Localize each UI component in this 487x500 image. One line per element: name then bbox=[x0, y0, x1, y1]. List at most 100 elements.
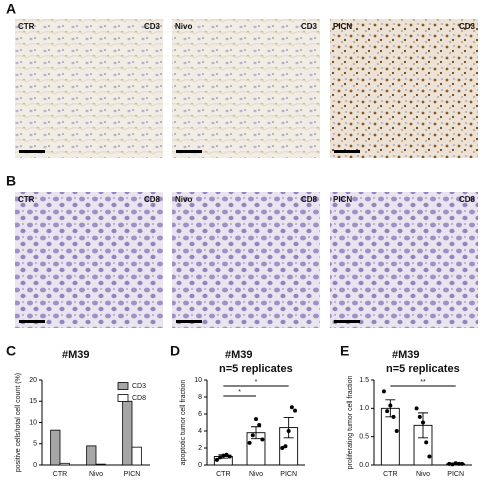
data-point bbox=[254, 417, 258, 422]
scale-bar bbox=[176, 320, 202, 323]
data-point bbox=[289, 405, 294, 410]
data-point bbox=[260, 437, 265, 442]
y-tick-label: 1.5 bbox=[359, 377, 369, 384]
error-bar bbox=[418, 412, 428, 439]
scale-bar bbox=[19, 150, 45, 153]
x-tick-label: CTR bbox=[216, 471, 230, 478]
bar bbox=[86, 445, 97, 466]
data-point bbox=[247, 440, 252, 445]
error-bar bbox=[283, 416, 294, 439]
y-tick-label: 10 bbox=[194, 377, 202, 384]
data-point bbox=[394, 429, 399, 433]
chart-title: #M39 bbox=[225, 349, 253, 361]
data-point bbox=[385, 409, 390, 414]
significance-label: * bbox=[238, 389, 241, 396]
scale-bar bbox=[334, 150, 360, 153]
data-point bbox=[447, 461, 452, 466]
y-tick-label: 10 bbox=[29, 419, 37, 426]
legend-swatch bbox=[117, 394, 129, 402]
chart-title: #M39 bbox=[392, 349, 420, 361]
stain-label: CD8 bbox=[301, 195, 318, 204]
micrograph bbox=[15, 192, 163, 328]
group-label: CTR bbox=[18, 195, 35, 204]
stain-label: CD3 bbox=[459, 22, 476, 31]
y-axis-label: proliferating tumor cell fraction bbox=[347, 376, 354, 470]
data-point bbox=[460, 461, 465, 466]
data-point bbox=[257, 423, 262, 428]
y-tick-label: 0 bbox=[33, 462, 37, 469]
significance-label: ** bbox=[420, 379, 426, 386]
y-tick-label: 0 bbox=[198, 462, 202, 469]
stain-label: CD3 bbox=[144, 22, 161, 31]
panel-label: E bbox=[340, 343, 349, 359]
scale-bar bbox=[19, 320, 45, 323]
data-point bbox=[381, 389, 386, 394]
data-point bbox=[221, 453, 226, 458]
chart-subtitle: n=5 replicates bbox=[386, 363, 460, 375]
y-tick-label: 0.0 bbox=[359, 462, 369, 469]
data-point bbox=[293, 408, 298, 413]
group-label: PICN bbox=[333, 22, 352, 31]
x-tick-label: CTR bbox=[53, 471, 67, 478]
data-point bbox=[214, 457, 219, 462]
panel-label: B bbox=[6, 173, 16, 189]
scale-bar bbox=[334, 320, 360, 323]
group-label: Nivo bbox=[175, 22, 192, 31]
micrograph bbox=[172, 19, 320, 158]
micrograph bbox=[15, 19, 163, 158]
x-tick-label: Nivo bbox=[416, 471, 430, 478]
x-tick-label: PICN bbox=[124, 471, 141, 478]
chart-subtitle: n=5 replicates bbox=[219, 363, 293, 375]
y-tick-label: 1.0 bbox=[359, 405, 369, 412]
x-tick-label: Nivo bbox=[89, 471, 103, 478]
data-point bbox=[391, 414, 396, 419]
y-tick-label: 5 bbox=[33, 441, 37, 448]
micrograph bbox=[330, 192, 478, 328]
data-point bbox=[421, 420, 425, 425]
legend-swatch bbox=[117, 382, 129, 390]
group-label: Nivo bbox=[175, 195, 192, 204]
micrograph bbox=[172, 192, 320, 328]
data-point bbox=[227, 454, 232, 459]
chart-title: #M39 bbox=[62, 349, 90, 361]
data-point bbox=[427, 454, 432, 459]
x-tick-label: CTR bbox=[383, 471, 397, 478]
y-tick-label: 8 bbox=[198, 394, 202, 401]
data-point bbox=[453, 461, 458, 466]
data-point bbox=[250, 433, 255, 438]
data-point bbox=[280, 446, 285, 450]
legend-label: CD8 bbox=[132, 395, 146, 402]
bar bbox=[59, 462, 70, 466]
legend-label: CD3 bbox=[132, 383, 146, 390]
x-tick-label: PICN bbox=[447, 471, 464, 478]
y-tick-label: 15 bbox=[29, 398, 37, 405]
data-point bbox=[286, 429, 291, 433]
data-point bbox=[218, 455, 223, 460]
micrograph bbox=[330, 19, 478, 158]
data-point bbox=[224, 452, 229, 457]
y-tick-label: 0.5 bbox=[359, 434, 369, 441]
data-point bbox=[388, 403, 393, 408]
panel-label: D bbox=[170, 343, 180, 359]
y-axis-label: apoptotic tumor cell fraction bbox=[180, 380, 187, 466]
stain-label: CD8 bbox=[459, 195, 476, 204]
data-point bbox=[424, 440, 429, 445]
x-tick-label: PICN bbox=[280, 471, 297, 478]
bar bbox=[95, 463, 106, 466]
y-tick-label: 4 bbox=[198, 428, 202, 435]
stain-label: CD3 bbox=[301, 22, 318, 31]
panel-label: A bbox=[6, 1, 16, 17]
x-tick-label: Nivo bbox=[249, 471, 263, 478]
group-label: CTR bbox=[18, 22, 35, 31]
bar bbox=[122, 400, 133, 466]
data-point bbox=[450, 462, 455, 467]
y-tick-label: 20 bbox=[29, 377, 37, 384]
stain-label: CD8 bbox=[144, 195, 161, 204]
significance-label: * bbox=[255, 379, 258, 386]
y-tick-label: 2 bbox=[198, 445, 202, 452]
data-point bbox=[283, 444, 288, 449]
data-point bbox=[414, 406, 419, 411]
data-point bbox=[456, 461, 461, 466]
group-label: PICN bbox=[333, 195, 352, 204]
